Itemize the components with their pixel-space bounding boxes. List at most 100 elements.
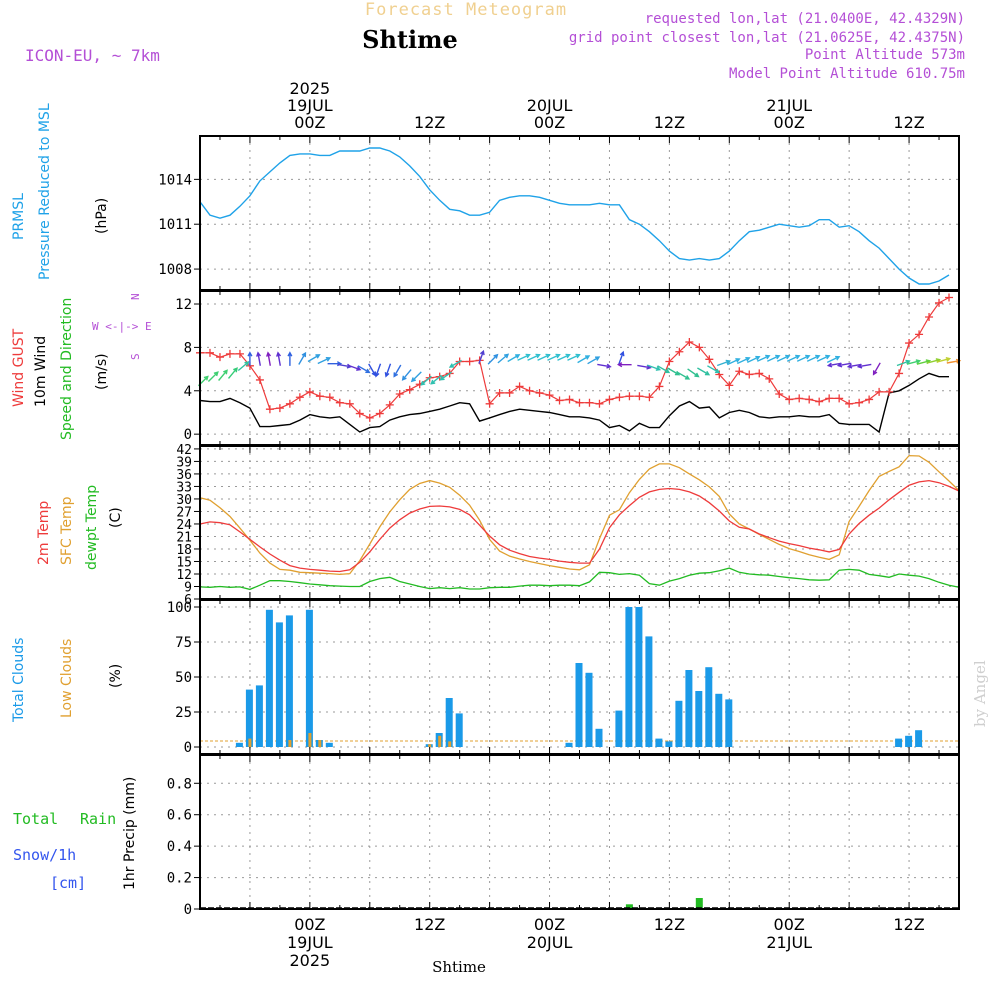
- wind-direction-arrow: [218, 369, 228, 381]
- wind-direction-arrow: [687, 368, 700, 378]
- gust-marker: [705, 355, 714, 364]
- wind-direction-arrow: [247, 351, 253, 366]
- precip-panel: 0 0.2 0.4 0.6 0.8 Total Rain Snow/1h [cm] 1h…: [13, 754, 960, 918]
- wind-direction-arrow: [816, 354, 831, 362]
- y-tick-label: 75: [175, 635, 192, 651]
- wind-direction-arrow: [727, 358, 741, 366]
- wind-direction-arrow: [936, 357, 952, 363]
- low-clouds-bar: [248, 738, 252, 747]
- wind-gust-label: Wind GUST: [11, 328, 27, 407]
- total-clouds-bar: [905, 735, 913, 747]
- gust-marker: [805, 395, 814, 404]
- time-label: 00Z: [774, 113, 805, 132]
- wind-direction-arrow: [906, 359, 922, 365]
- wind-direction-arrow: [677, 371, 691, 380]
- wind-direction-arrow: [537, 353, 551, 361]
- gust-marker: [895, 369, 904, 378]
- y-tick-label: 12: [176, 568, 192, 583]
- total-clouds-bar: [305, 609, 313, 747]
- time-label: 20JUL: [527, 96, 573, 115]
- y-tick-label: 50: [175, 670, 192, 686]
- temp-2m-line: [199, 479, 960, 573]
- wind-direction-arrow: [716, 359, 732, 367]
- requested-coords: requested lon,lat (21.0400E, 42.4329N): [645, 11, 965, 27]
- pressure-label-1: PRMSL: [11, 193, 27, 240]
- gust-marker: [295, 393, 304, 402]
- gust-marker: [385, 400, 394, 409]
- wind-direction-arrow: [557, 353, 571, 361]
- total-clouds-bar: [625, 607, 633, 747]
- gust-marker: [215, 353, 224, 362]
- gust-marker: [375, 409, 384, 418]
- total-clouds-bar: [895, 738, 903, 747]
- wind-direction-arrow: [448, 359, 462, 368]
- wind-direction-arrow: [410, 371, 422, 383]
- wind-direction-arrow: [307, 354, 321, 363]
- gust-marker: [655, 382, 664, 391]
- wind-unit: (m/s): [94, 353, 110, 390]
- gust-marker: [585, 398, 594, 407]
- wind-direction-arrow: [487, 353, 499, 365]
- wind-direction-arrow: [357, 365, 371, 374]
- low-clouds-bar: [308, 733, 312, 747]
- gust-marker: [845, 399, 854, 408]
- gust-marker: [825, 394, 834, 403]
- wind-direction-arrow: [846, 363, 862, 369]
- gust-marker: [335, 398, 344, 407]
- wind-direction-arrow: [256, 351, 262, 366]
- wind-direction-arrow: [298, 351, 307, 365]
- wind-direction-arrow: [237, 361, 250, 372]
- gust-marker: [875, 387, 884, 396]
- gust-marker: [495, 388, 504, 397]
- wind-direction-arrow: [616, 362, 632, 368]
- time-label: 21JUL: [766, 933, 812, 952]
- low-clouds-label: Low Clouds: [59, 639, 75, 718]
- gust-marker: [675, 347, 684, 356]
- gust-marker: [355, 409, 364, 418]
- gust-marker: [765, 374, 774, 383]
- wind-direction-arrow: [439, 371, 452, 381]
- wind-direction-arrow: [618, 350, 625, 365]
- dewpoint-line: [199, 567, 960, 591]
- total-clouds-bar: [255, 685, 263, 747]
- y-tick-label: 0.2: [167, 871, 192, 887]
- rain-label: Rain: [80, 810, 116, 828]
- wind-direction-arrow: [667, 367, 681, 376]
- total-clouds-bar: [595, 728, 603, 747]
- total-clouds-bar: [245, 689, 253, 747]
- gust-marker: [225, 349, 234, 358]
- gust-marker: [305, 387, 314, 396]
- gust-marker: [395, 390, 404, 399]
- point-altitude: Point Altitude 573m: [805, 47, 965, 63]
- wind-direction-arrow: [826, 362, 842, 368]
- gust-marker: [785, 395, 794, 404]
- total-clouds-bar: [695, 691, 703, 747]
- wind-direction-arrow: [227, 367, 238, 379]
- gust-marker: [925, 313, 934, 322]
- total-clouds-bar: [915, 730, 923, 747]
- wind-direction-arrow: [497, 353, 510, 364]
- temp-unit: (C): [108, 507, 124, 528]
- model-label: ICON-EU, ~ 7km: [25, 46, 160, 65]
- wind-direction-arrow: [826, 355, 841, 364]
- gust-marker: [695, 343, 704, 352]
- gust-marker: [345, 399, 354, 408]
- total-clouds-label: Total Clouds: [11, 638, 27, 723]
- y-tick-label: 0: [184, 902, 192, 918]
- model-altitude: Model Point Altitude 610.75m: [729, 66, 965, 82]
- title-top: Forecast Meteogram: [365, 0, 567, 20]
- gust-marker: [735, 367, 744, 376]
- wind-direction-arrow: [393, 364, 402, 378]
- gust-marker: [535, 388, 544, 397]
- time-label: 12Z: [893, 915, 924, 934]
- gust-marker: [665, 357, 674, 366]
- wind-direction-arrow: [207, 371, 219, 382]
- time-label: 12Z: [414, 915, 445, 934]
- y-tick-label: 15: [176, 555, 192, 570]
- y-tick-label: 25: [175, 705, 192, 721]
- gust-marker: [935, 298, 944, 307]
- y-tick-label: 4: [184, 384, 192, 400]
- wind-direction-arrow: [786, 354, 801, 362]
